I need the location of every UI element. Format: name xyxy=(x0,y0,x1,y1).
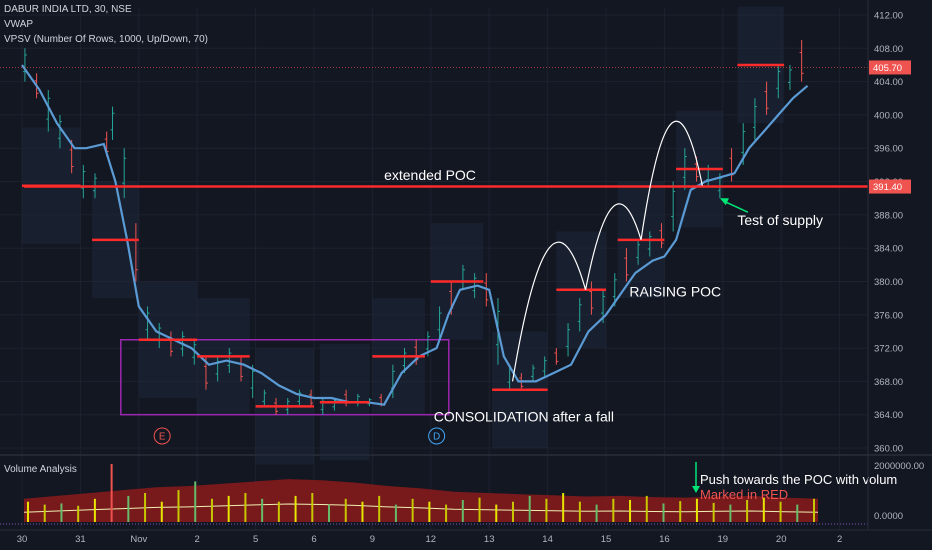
test-supply-arrow xyxy=(723,200,749,213)
volume-note-line2: Marked in RED xyxy=(700,487,788,502)
time-tick-label: 9 xyxy=(370,534,375,545)
grid-lines xyxy=(0,8,932,530)
time-tick-label: 5 xyxy=(253,534,258,545)
marker-label: D xyxy=(433,432,440,443)
price-label-text: 391.40 xyxy=(873,182,902,193)
volume-note-arrowhead xyxy=(692,486,700,493)
arc-curve xyxy=(584,203,642,290)
time-tick-label: 2 xyxy=(195,534,200,545)
symbol-legend[interactable]: DABUR INDIA LTD, 30, NSE xyxy=(4,4,132,15)
annotations: extended POC RAISING POC Test of supply CON… xyxy=(384,167,823,424)
consolidation-rectangle xyxy=(120,339,450,416)
marker-circle xyxy=(428,427,446,445)
time-tick-label: Nov xyxy=(130,534,147,545)
time-tick-label: 20 xyxy=(776,534,787,545)
time-tick-label: 15 xyxy=(601,534,612,545)
price-tick-label: 408.00 xyxy=(874,44,903,55)
volume-note-line1: Push towards the POC with volum xyxy=(700,472,897,487)
price-label-bg xyxy=(869,60,911,75)
price-tick-label: 380.00 xyxy=(874,277,903,288)
time-tick-label: 14 xyxy=(542,534,553,545)
vwap-legend[interactable]: VWAP xyxy=(4,19,34,30)
price-tick-label: 412.00 xyxy=(874,11,903,22)
volume-tick-label: 2000000.00 xyxy=(874,461,924,472)
marker-label: E xyxy=(159,432,166,443)
time-tick-label: 30 xyxy=(17,534,28,545)
time-tick-label: 12 xyxy=(426,534,437,545)
consolidation-label: CONSOLIDATION after a fall xyxy=(434,408,614,424)
consolidation-box xyxy=(120,339,450,416)
price-axis[interactable]: 412.00408.00404.00400.00396.00392.00388.… xyxy=(867,0,924,530)
vwap-path xyxy=(21,64,809,406)
price-tick-label: 388.00 xyxy=(874,210,903,221)
time-tick-label: 6 xyxy=(311,534,316,545)
time-tick-label: 2 xyxy=(837,534,842,545)
price-tick-label: 404.00 xyxy=(874,77,903,88)
volume-tick-label: 0.0000 xyxy=(874,511,903,522)
arc-curve xyxy=(511,241,587,382)
test-of-supply-label: Test of supply xyxy=(737,212,823,228)
price-tick-label: 372.00 xyxy=(874,344,903,355)
volume-pane-title[interactable]: Volume Analysis xyxy=(4,464,77,475)
poc-segments xyxy=(0,63,868,408)
vpsv-legend[interactable]: VPSV (Number Of Rows, 1000, Up/Down, 70) xyxy=(4,34,208,45)
price-tick-label: 396.00 xyxy=(874,144,903,155)
marker-circle xyxy=(153,427,171,445)
time-tick-label: 16 xyxy=(659,534,670,545)
time-axis[interactable]: 30 31 Nov 2 5 6 9 12 13 14 15 16 19 20 2 xyxy=(0,529,932,545)
test-supply-arrowhead xyxy=(719,198,729,206)
price-label-bg xyxy=(869,179,911,194)
price-tick-label: 364.00 xyxy=(874,410,903,421)
price-tick-label: 376.00 xyxy=(874,310,903,321)
price-tick-label: 400.00 xyxy=(874,110,903,121)
time-tick-label: 13 xyxy=(484,534,495,545)
arc-curve xyxy=(640,120,703,240)
price-tick-label: 384.00 xyxy=(874,244,903,255)
raising-poc-label: RAISING POC xyxy=(629,283,721,299)
price-tick-label: 368.00 xyxy=(874,377,903,388)
price-tick-label: 360.00 xyxy=(874,444,903,455)
price-label-text: 405.70 xyxy=(873,63,902,74)
volume-average-line xyxy=(23,503,819,513)
time-tick-label: 19 xyxy=(718,534,729,545)
vwap-line xyxy=(21,64,809,406)
extended-poc-label: extended POC xyxy=(384,167,476,183)
arc-annotations xyxy=(511,120,703,382)
time-tick-label: 31 xyxy=(75,534,86,545)
